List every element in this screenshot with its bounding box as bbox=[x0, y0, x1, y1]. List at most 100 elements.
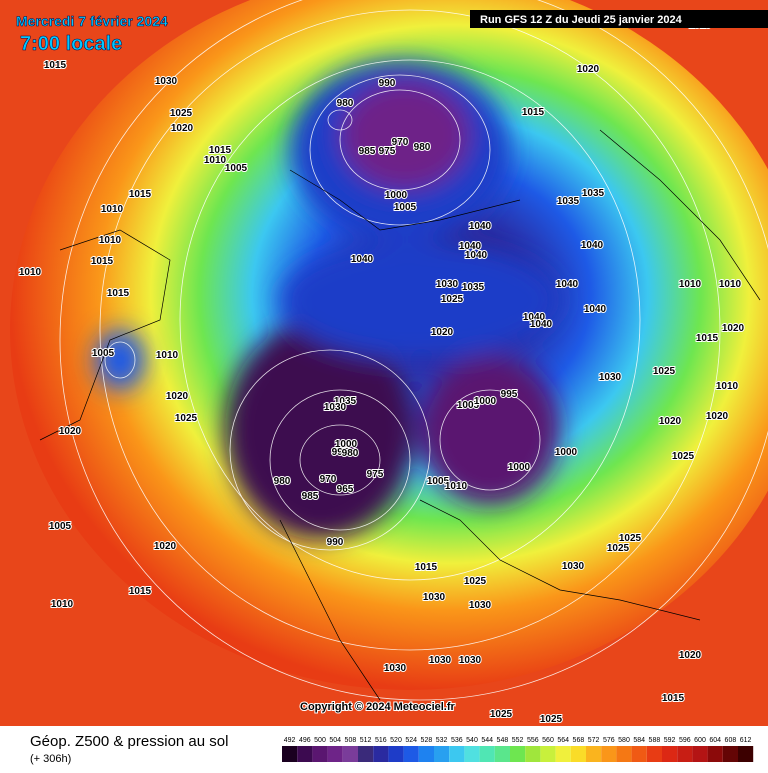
isobar-label: 1020 bbox=[166, 391, 189, 402]
isobar-label: 1005 bbox=[225, 163, 248, 174]
scale-tick-label: 612 bbox=[740, 737, 752, 744]
scale-tick-label: 540 bbox=[466, 737, 478, 744]
isobar-label: 1010 bbox=[679, 279, 702, 290]
scale-tick-label: 600 bbox=[694, 737, 706, 744]
scale-tick-label: 500 bbox=[314, 737, 326, 744]
scale-swatch bbox=[525, 746, 541, 762]
isobar-label: 1005 bbox=[92, 348, 115, 359]
isobar-label: 1010 bbox=[156, 350, 179, 361]
isobar-label: 1025 bbox=[619, 533, 642, 544]
isobar-label: 1025 bbox=[464, 576, 487, 587]
geopotential-blobs bbox=[95, 60, 560, 540]
scale-tick-label: 608 bbox=[725, 737, 737, 744]
scale-swatch bbox=[555, 746, 571, 762]
isobar-label: 1020 bbox=[431, 327, 454, 338]
footer-lead: (+ 306h) bbox=[30, 753, 71, 765]
isobar-label: 1015 bbox=[209, 145, 232, 156]
isobar-label: 1035 bbox=[582, 188, 605, 199]
isobar-label: 1010 bbox=[204, 155, 227, 166]
scale-swatch bbox=[662, 746, 678, 762]
scale-swatch bbox=[312, 746, 328, 762]
isobar-label: 1025 bbox=[607, 543, 630, 554]
scale-swatch bbox=[342, 746, 358, 762]
scale-tick-label: 604 bbox=[709, 737, 721, 744]
isobar-label: 1025 bbox=[672, 451, 695, 462]
isobar-label: 1025 bbox=[175, 413, 198, 424]
date-label: Mercredi 7 février 2024 bbox=[16, 13, 168, 29]
scale-swatch bbox=[586, 746, 602, 762]
color-scale: 492 496 500 504 508 512 516 520 524 528 532 536 540 5… bbox=[282, 737, 754, 762]
isobar-label: 1040 bbox=[581, 240, 604, 251]
scale-swatch bbox=[282, 746, 298, 762]
scale-tick-label: 576 bbox=[603, 737, 615, 744]
scale-tick-label: 512 bbox=[360, 737, 372, 744]
scale-swatch bbox=[631, 746, 647, 762]
scale-swatch bbox=[464, 746, 480, 762]
scale-tick-label: 492 bbox=[284, 737, 296, 744]
scale-tick-label: 544 bbox=[481, 737, 493, 744]
isobar-label: 1020 bbox=[577, 64, 600, 75]
scale-swatch bbox=[646, 746, 662, 762]
isobar-label: 1030 bbox=[423, 592, 446, 603]
scale-swatch bbox=[418, 746, 434, 762]
isobar-label: 1015 bbox=[696, 333, 719, 344]
scale-swatch bbox=[510, 746, 526, 762]
run-box bbox=[470, 10, 768, 28]
scale-tick-label: 592 bbox=[664, 737, 676, 744]
isobar-label: 1025 bbox=[441, 294, 464, 305]
scale-tick-label: 504 bbox=[329, 737, 341, 744]
scale-tick-label: 580 bbox=[618, 737, 630, 744]
scale-tick-label: 532 bbox=[436, 737, 448, 744]
isobar-label: 1030 bbox=[384, 663, 407, 674]
isobar-label: 1030 bbox=[429, 655, 452, 666]
isobar-label: 1020 bbox=[171, 123, 194, 134]
scale-swatch bbox=[722, 746, 738, 762]
isobar-label: 975 bbox=[367, 469, 384, 480]
scale-tick-label: 568 bbox=[573, 737, 585, 744]
scale-swatch bbox=[616, 746, 632, 762]
run-label: Run GFS 12 Z du Jeudi 25 janvier 2024 bbox=[480, 14, 683, 26]
time-label: 7:00 locale bbox=[20, 33, 122, 55]
scale-tick-label: 564 bbox=[557, 737, 569, 744]
isobar-label: 1040 bbox=[530, 319, 553, 330]
scale-swatch bbox=[358, 746, 374, 762]
scale-swatch bbox=[738, 746, 754, 762]
scale-tick-label: 496 bbox=[299, 737, 311, 744]
isobar-label: 1035 bbox=[334, 396, 357, 407]
isobar-label: 1040 bbox=[584, 304, 607, 315]
scale-swatch bbox=[707, 746, 723, 762]
isobar-label: 1010 bbox=[719, 279, 742, 290]
isobar-label: 1010 bbox=[101, 204, 124, 215]
isobar-label: 1030 bbox=[436, 279, 459, 290]
isobar-label: 1040 bbox=[465, 250, 488, 261]
isobar-label: 1030 bbox=[459, 655, 482, 666]
isobar-label: 985 bbox=[302, 491, 319, 502]
isobar-label: 1015 bbox=[44, 60, 67, 71]
scale-tick-label: 508 bbox=[345, 737, 357, 744]
scale-tick-label: 528 bbox=[421, 737, 433, 744]
isobar-label: 1005 bbox=[457, 400, 480, 411]
isobar-label: 1015 bbox=[662, 693, 685, 704]
isobar-label: 990 bbox=[379, 78, 396, 89]
isobar-label: 1020 bbox=[722, 323, 745, 334]
isobar-lines bbox=[59, 0, 768, 701]
isobar-label: 995 bbox=[332, 447, 349, 458]
isobar-label: 1015 bbox=[107, 288, 130, 299]
isobar-label: 1005 bbox=[49, 521, 72, 532]
isobar-label: 1010 bbox=[99, 235, 122, 246]
isobar-label: 1000 bbox=[474, 396, 497, 407]
scale-swatch bbox=[373, 746, 389, 762]
isobar-label: 1035 bbox=[557, 196, 580, 207]
scale-swatch bbox=[677, 746, 693, 762]
isobar-label: 980 bbox=[337, 98, 354, 109]
isobar-label: 1035 bbox=[462, 282, 485, 293]
scale-swatch bbox=[601, 746, 617, 762]
scale-swatch bbox=[403, 746, 419, 762]
isobar-label: 1015 bbox=[129, 586, 152, 597]
scale-swatch bbox=[434, 746, 450, 762]
isobar-label: 1030 bbox=[324, 402, 347, 413]
isobar-label: 1005 bbox=[394, 202, 417, 213]
scale-swatch bbox=[692, 746, 708, 762]
scale-tick-label: 596 bbox=[679, 737, 691, 744]
